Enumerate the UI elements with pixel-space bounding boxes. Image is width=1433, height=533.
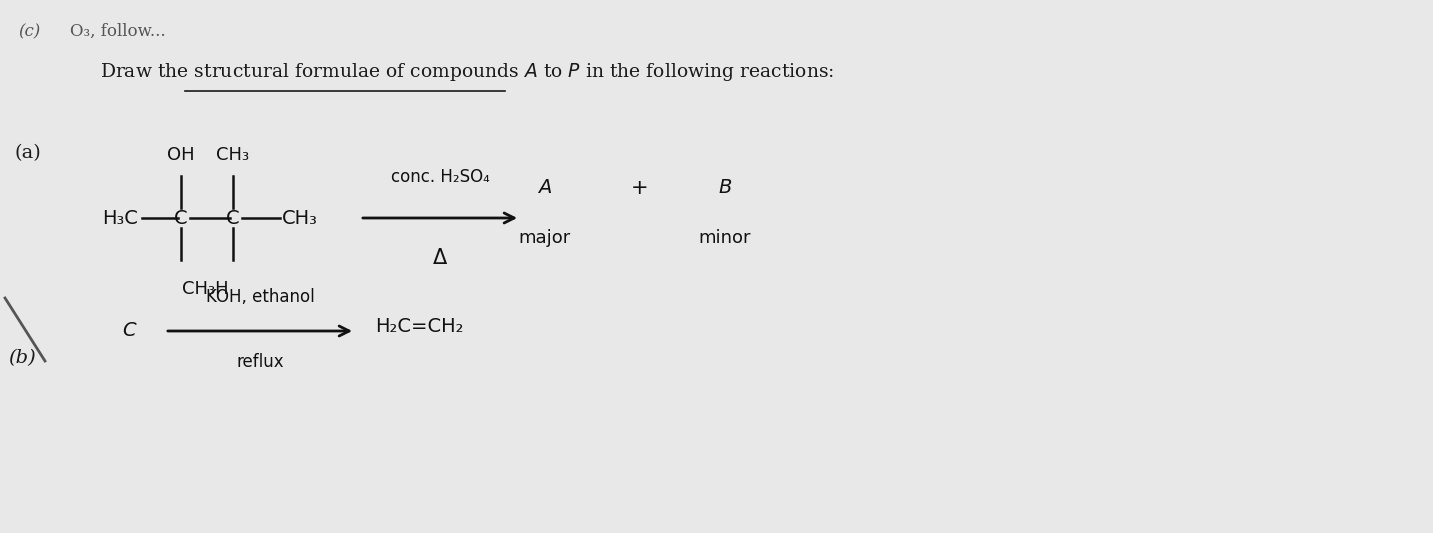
Text: Draw the structural formulae of compounds $\mathit{A}$ to $\mathit{P}$ in the fo: Draw the structural formulae of compound… — [100, 61, 834, 83]
Text: (a): (a) — [14, 144, 42, 162]
Text: reflux: reflux — [236, 353, 284, 371]
Text: conc. H₂SO₄: conc. H₂SO₄ — [391, 168, 490, 186]
Text: O₃, follow...: O₃, follow... — [70, 23, 166, 40]
Text: KOH, ethanol: KOH, ethanol — [205, 288, 314, 306]
Text: $\mathit{C}$: $\mathit{C}$ — [122, 322, 138, 340]
Text: $\mathit{A}$: $\mathit{A}$ — [537, 179, 553, 197]
Text: major: major — [519, 229, 572, 247]
Text: (c): (c) — [19, 23, 40, 40]
Text: OH: OH — [168, 146, 195, 164]
Text: +: + — [631, 178, 649, 198]
Text: C: C — [175, 208, 188, 228]
Text: H₂C=CH₂: H₂C=CH₂ — [375, 317, 463, 335]
Text: CH₃: CH₃ — [216, 146, 249, 164]
Text: CH₃H: CH₃H — [182, 280, 228, 298]
Text: Δ: Δ — [433, 248, 447, 268]
Text: H₃C: H₃C — [102, 208, 138, 228]
Text: minor: minor — [699, 229, 751, 247]
Text: CH₃: CH₃ — [282, 208, 318, 228]
Text: (b): (b) — [9, 349, 36, 367]
Text: $\mathit{B}$: $\mathit{B}$ — [718, 179, 732, 197]
Text: C: C — [226, 208, 239, 228]
